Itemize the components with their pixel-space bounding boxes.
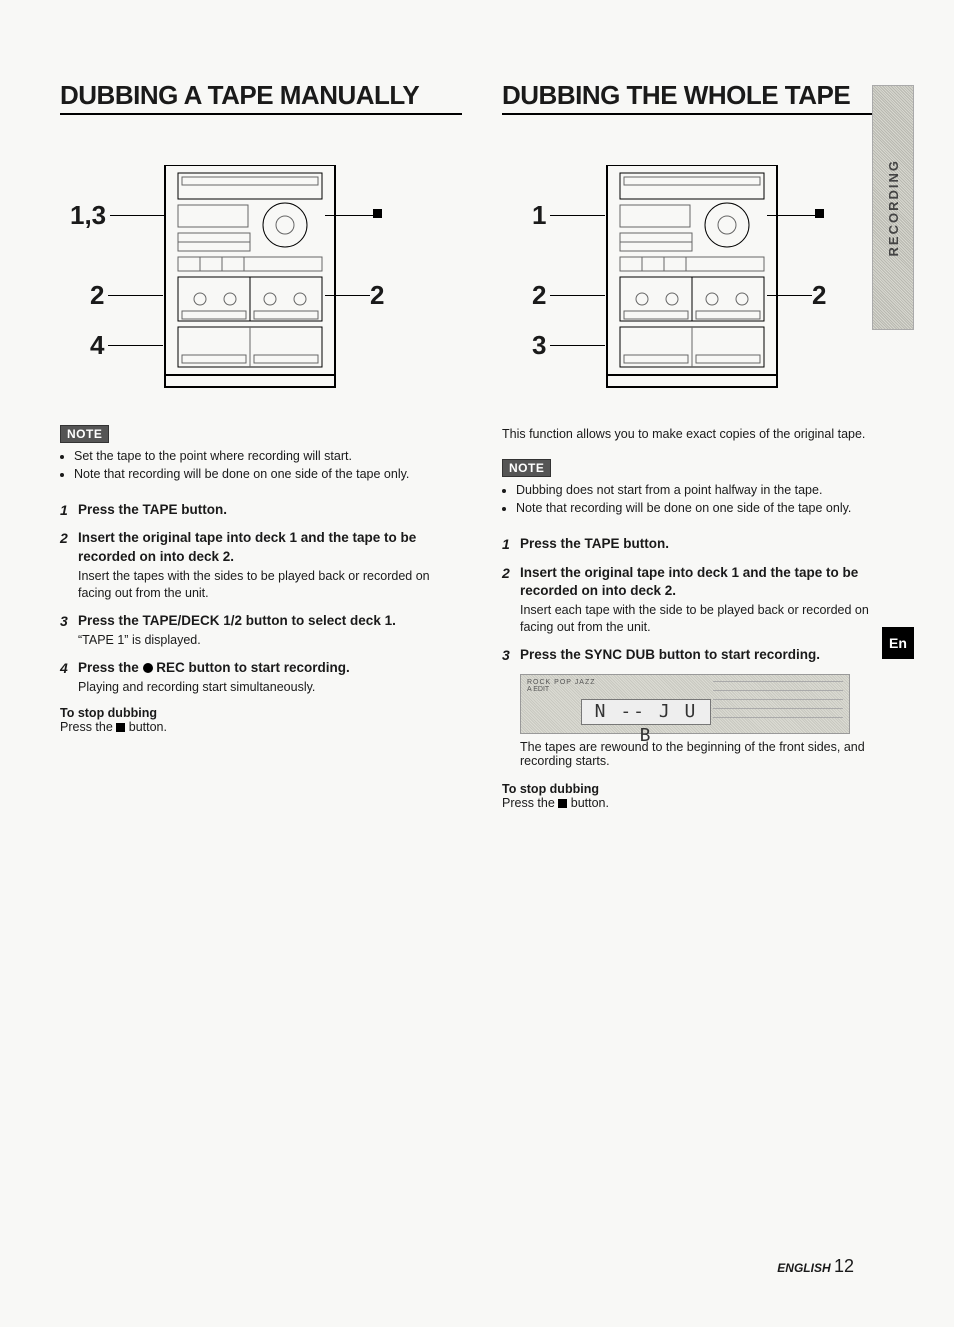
note-item: Note that recording will be done on one …: [74, 465, 462, 483]
stereo-device-illustration: [602, 165, 782, 400]
display-meter-grid: [713, 681, 843, 727]
heading-left: DUBBING A TAPE MANUALLY: [60, 80, 462, 115]
step-body: “TAPE 1” is displayed.: [78, 632, 462, 649]
stereo-device-illustration: [160, 165, 340, 400]
step-4: Press the REC button to start recording.…: [60, 659, 462, 696]
after-display-text: The tapes are rewound to the beginning o…: [520, 740, 904, 768]
callout-2-left: 2: [90, 280, 104, 311]
step-title: Insert the original tape into deck 1 and…: [520, 565, 858, 598]
device-diagram-right: 1 2 2 3: [502, 145, 904, 405]
step-title: Press the REC button to start recording.: [78, 660, 350, 675]
callout-2-right: 2: [812, 280, 826, 311]
callout-2-right: 2: [370, 280, 384, 311]
page-footer: ENGLISH 12: [777, 1256, 854, 1277]
column-whole-tape: DUBBING THE WHOLE TAPE 1 2 2 3: [502, 80, 904, 810]
stop-icon: [815, 209, 824, 218]
note-list-right: Dubbing does not start from a point half…: [502, 481, 904, 517]
stop-icon: [558, 799, 567, 808]
footer-language: ENGLISH: [777, 1261, 830, 1275]
step-title: Press the SYNC DUB button to start recor…: [520, 647, 820, 662]
step-1: Press the TAPE button.: [60, 501, 462, 519]
step-body: Playing and recording start simultaneous…: [78, 679, 462, 696]
intro-text: This function allows you to make exact c…: [502, 425, 904, 443]
callout-4: 4: [90, 330, 104, 361]
step-3: Press the TAPE/DECK 1/2 button to select…: [60, 612, 462, 649]
step-3: Press the SYNC DUB button to start recor…: [502, 646, 904, 664]
heading-right: DUBBING THE WHOLE TAPE: [502, 80, 904, 115]
steps-left: Press the TAPE button. Insert the origin…: [60, 501, 462, 696]
device-diagram-left: 1,3 2 2 4: [60, 145, 462, 405]
note-item: Set the tape to the point where recordin…: [74, 447, 462, 465]
callout-1: 1: [532, 200, 546, 231]
lcd-text: N -- J U B: [581, 699, 711, 725]
step-2: Insert the original tape into deck 1 and…: [502, 564, 904, 636]
step-title: Press the TAPE/DECK 1/2 button to select…: [78, 613, 396, 628]
step-title: Insert the original tape into deck 1 and…: [78, 530, 416, 563]
step-1: Press the TAPE button.: [502, 535, 904, 553]
stop-icon: [116, 723, 125, 732]
stop-dubbing-right: To stop dubbing Press the button.: [502, 782, 904, 810]
note-list-left: Set the tape to the point where recordin…: [60, 447, 462, 483]
step-2: Insert the original tape into deck 1 and…: [60, 529, 462, 601]
step-body: Insert the tapes with the sides to be pl…: [78, 568, 462, 602]
callout-2-left: 2: [532, 280, 546, 311]
note-badge: NOTE: [60, 425, 109, 443]
callout-1-3: 1,3: [70, 200, 106, 231]
callout-3: 3: [532, 330, 546, 361]
lcd-display-panel: ROCK POP JAZZ A EDIT N -- J U B: [520, 674, 850, 734]
note-badge: NOTE: [502, 459, 551, 477]
stop-dubbing-left: To stop dubbing Press the button.: [60, 706, 462, 734]
stop-title: To stop dubbing: [60, 706, 462, 720]
record-icon: [143, 663, 153, 673]
stop-title: To stop dubbing: [502, 782, 904, 796]
column-manual-dubbing: DUBBING A TAPE MANUALLY 1,3 2 2 4: [60, 80, 462, 810]
step-body: Insert each tape with the side to be pla…: [520, 602, 904, 636]
step-title: Press the TAPE button.: [520, 536, 669, 551]
note-item: Note that recording will be done on one …: [516, 499, 904, 517]
steps-right: Press the TAPE button. Insert the origin…: [502, 535, 904, 664]
stop-icon: [373, 209, 382, 218]
note-item: Dubbing does not start from a point half…: [516, 481, 904, 499]
footer-page: 12: [834, 1256, 854, 1276]
step-title: Press the TAPE button.: [78, 502, 227, 517]
